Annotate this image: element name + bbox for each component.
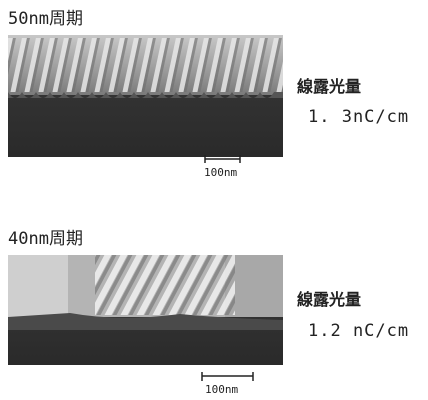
scale-label: 100nm <box>204 166 237 179</box>
sem-image <box>8 35 283 157</box>
dose-value: 1.2 nC/cm <box>308 321 409 341</box>
scale-bar <box>202 372 253 381</box>
scale-label: 100nm <box>205 383 238 396</box>
dose-value: 1. 3nC/cm <box>308 107 409 127</box>
panel-label: 40nm周期 <box>8 229 83 249</box>
dose-label: 線露光量 <box>297 290 361 309</box>
dose-label: 線露光量 <box>297 77 361 96</box>
figure: 50nm周期 100nm 線露光量 1. 3nC/cm 40nm周期 100nm… <box>0 0 428 400</box>
sem-image <box>8 255 283 365</box>
panel-label: 50nm周期 <box>8 9 83 29</box>
